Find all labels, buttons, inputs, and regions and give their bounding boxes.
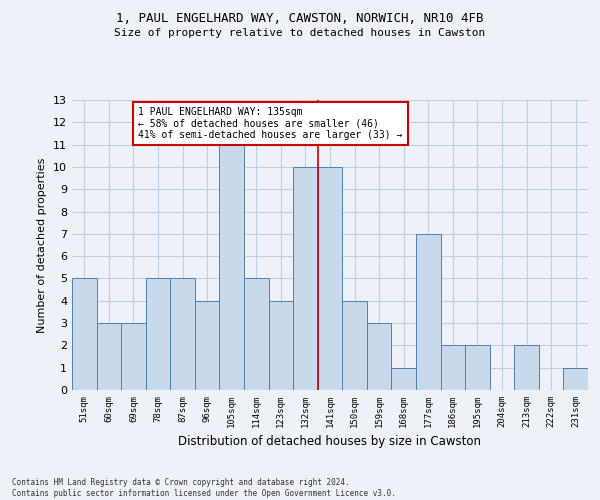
Bar xyxy=(146,278,170,390)
Y-axis label: Number of detached properties: Number of detached properties xyxy=(37,158,47,332)
Bar xyxy=(342,301,367,390)
Bar xyxy=(269,301,293,390)
Bar xyxy=(318,167,342,390)
X-axis label: Distribution of detached houses by size in Cawston: Distribution of detached houses by size … xyxy=(179,436,482,448)
Bar xyxy=(220,144,244,390)
Text: 1 PAUL ENGELHARD WAY: 135sqm
← 58% of detached houses are smaller (46)
41% of se: 1 PAUL ENGELHARD WAY: 135sqm ← 58% of de… xyxy=(139,106,403,140)
Text: Size of property relative to detached houses in Cawston: Size of property relative to detached ho… xyxy=(115,28,485,38)
Bar xyxy=(563,368,588,390)
Bar xyxy=(465,346,490,390)
Bar xyxy=(391,368,416,390)
Bar xyxy=(121,323,146,390)
Bar xyxy=(440,346,465,390)
Bar xyxy=(72,278,97,390)
Bar xyxy=(97,323,121,390)
Bar xyxy=(514,346,539,390)
Text: 1, PAUL ENGELHARD WAY, CAWSTON, NORWICH, NR10 4FB: 1, PAUL ENGELHARD WAY, CAWSTON, NORWICH,… xyxy=(116,12,484,26)
Bar xyxy=(293,167,318,390)
Bar xyxy=(195,301,220,390)
Text: Contains HM Land Registry data © Crown copyright and database right 2024.
Contai: Contains HM Land Registry data © Crown c… xyxy=(12,478,396,498)
Bar xyxy=(416,234,440,390)
Bar xyxy=(244,278,269,390)
Bar xyxy=(170,278,195,390)
Bar xyxy=(367,323,391,390)
